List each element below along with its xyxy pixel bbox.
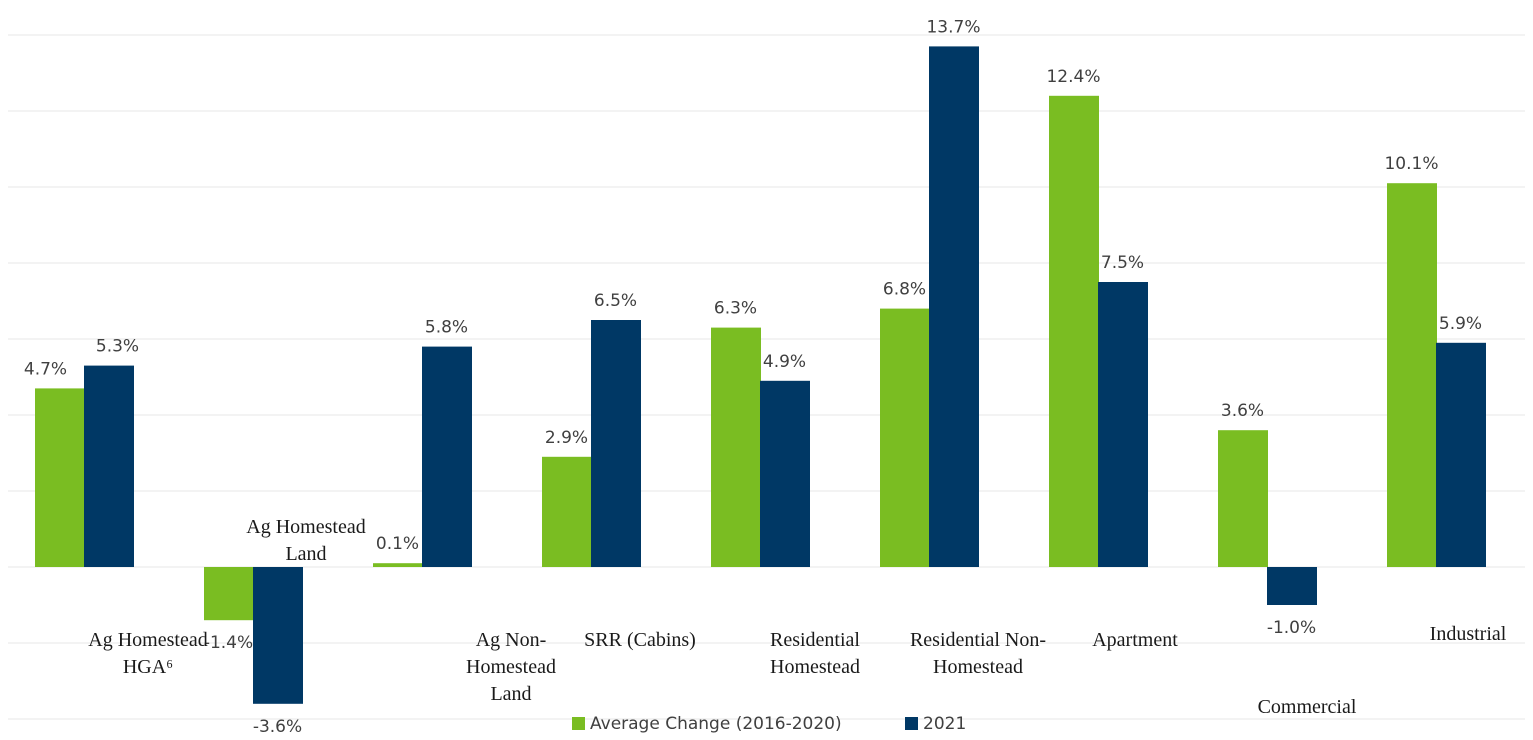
data-labels: 4.7% -1.4% 0.1% 2.9% 6.3% 6.8% 12.4% 3.6% 10.1% 5… — [24, 17, 1482, 736]
bar-average-change-7 — [1049, 95, 1099, 568]
legend-label-average-change: Average Change (2016-2020) — [590, 714, 842, 734]
bar-average-change-9 — [1387, 183, 1437, 567]
bar-2021-4 — [591, 320, 641, 567]
data-label: -3.6% — [253, 717, 302, 737]
category-labels: Ag Homestead HGA⁶ Ag Homestead Land Ag Non-H… — [88, 516, 1506, 718]
bar-average-change-6 — [880, 308, 930, 567]
bar-2021-8 — [1267, 567, 1317, 605]
category-label: Residential Homestead — [770, 629, 860, 678]
legend-label-2021: 2021 — [923, 714, 966, 734]
category-label: Apartment — [1092, 629, 1178, 651]
bar-average-change-4 — [542, 456, 592, 567]
data-label: 4.7% — [24, 359, 67, 379]
bar-2021-7 — [1098, 282, 1148, 567]
data-label: -1.0% — [1267, 618, 1316, 638]
bar-2021-2 — [253, 567, 303, 704]
legend-swatch-average-change — [572, 717, 585, 730]
category-label: Residential Non-Homestead — [910, 629, 1046, 678]
bar-2021-3 — [422, 346, 472, 567]
bar-average-change-3 — [373, 563, 423, 567]
data-label: 5.9% — [1439, 314, 1482, 334]
category-label: Ag Non-Homestead Land — [466, 629, 556, 705]
category-label: SRR (Cabins) — [584, 629, 696, 651]
category-label: Industrial — [1430, 623, 1507, 645]
data-label: 3.6% — [1221, 401, 1264, 421]
bar-average-change-1 — [35, 388, 85, 567]
data-label: 2.9% — [545, 428, 588, 448]
data-label: 13.7% — [926, 17, 980, 37]
category-label: Commercial — [1258, 696, 1357, 718]
legend: Average Change (2016-2020) 2021 — [572, 714, 966, 734]
bar-2021-1 — [84, 365, 134, 567]
data-label: 6.3% — [714, 299, 757, 319]
data-label: 0.1% — [376, 534, 419, 554]
data-label: 5.8% — [425, 318, 468, 338]
data-label: 12.4% — [1046, 67, 1100, 87]
bar-2021-9 — [1436, 342, 1486, 567]
data-label: 6.8% — [883, 280, 926, 300]
data-label: -1.4% — [204, 633, 253, 653]
category-label: Ag Homestead Land — [246, 516, 365, 565]
bar-average-change-8 — [1218, 430, 1268, 567]
bar-2021-6 — [929, 46, 979, 567]
bar-2021-5 — [760, 380, 810, 567]
data-label: 5.3% — [96, 337, 139, 357]
data-label: 6.5% — [594, 291, 637, 311]
bar-average-change-2 — [204, 567, 254, 621]
bars — [35, 46, 1486, 704]
bar-average-change-5 — [711, 327, 761, 567]
data-label: 10.1% — [1384, 154, 1438, 174]
data-label: 4.9% — [763, 352, 806, 372]
data-label: 7.5% — [1101, 253, 1144, 273]
legend-swatch-2021 — [905, 717, 918, 730]
category-label: Ag Homestead HGA⁶ — [88, 629, 207, 678]
